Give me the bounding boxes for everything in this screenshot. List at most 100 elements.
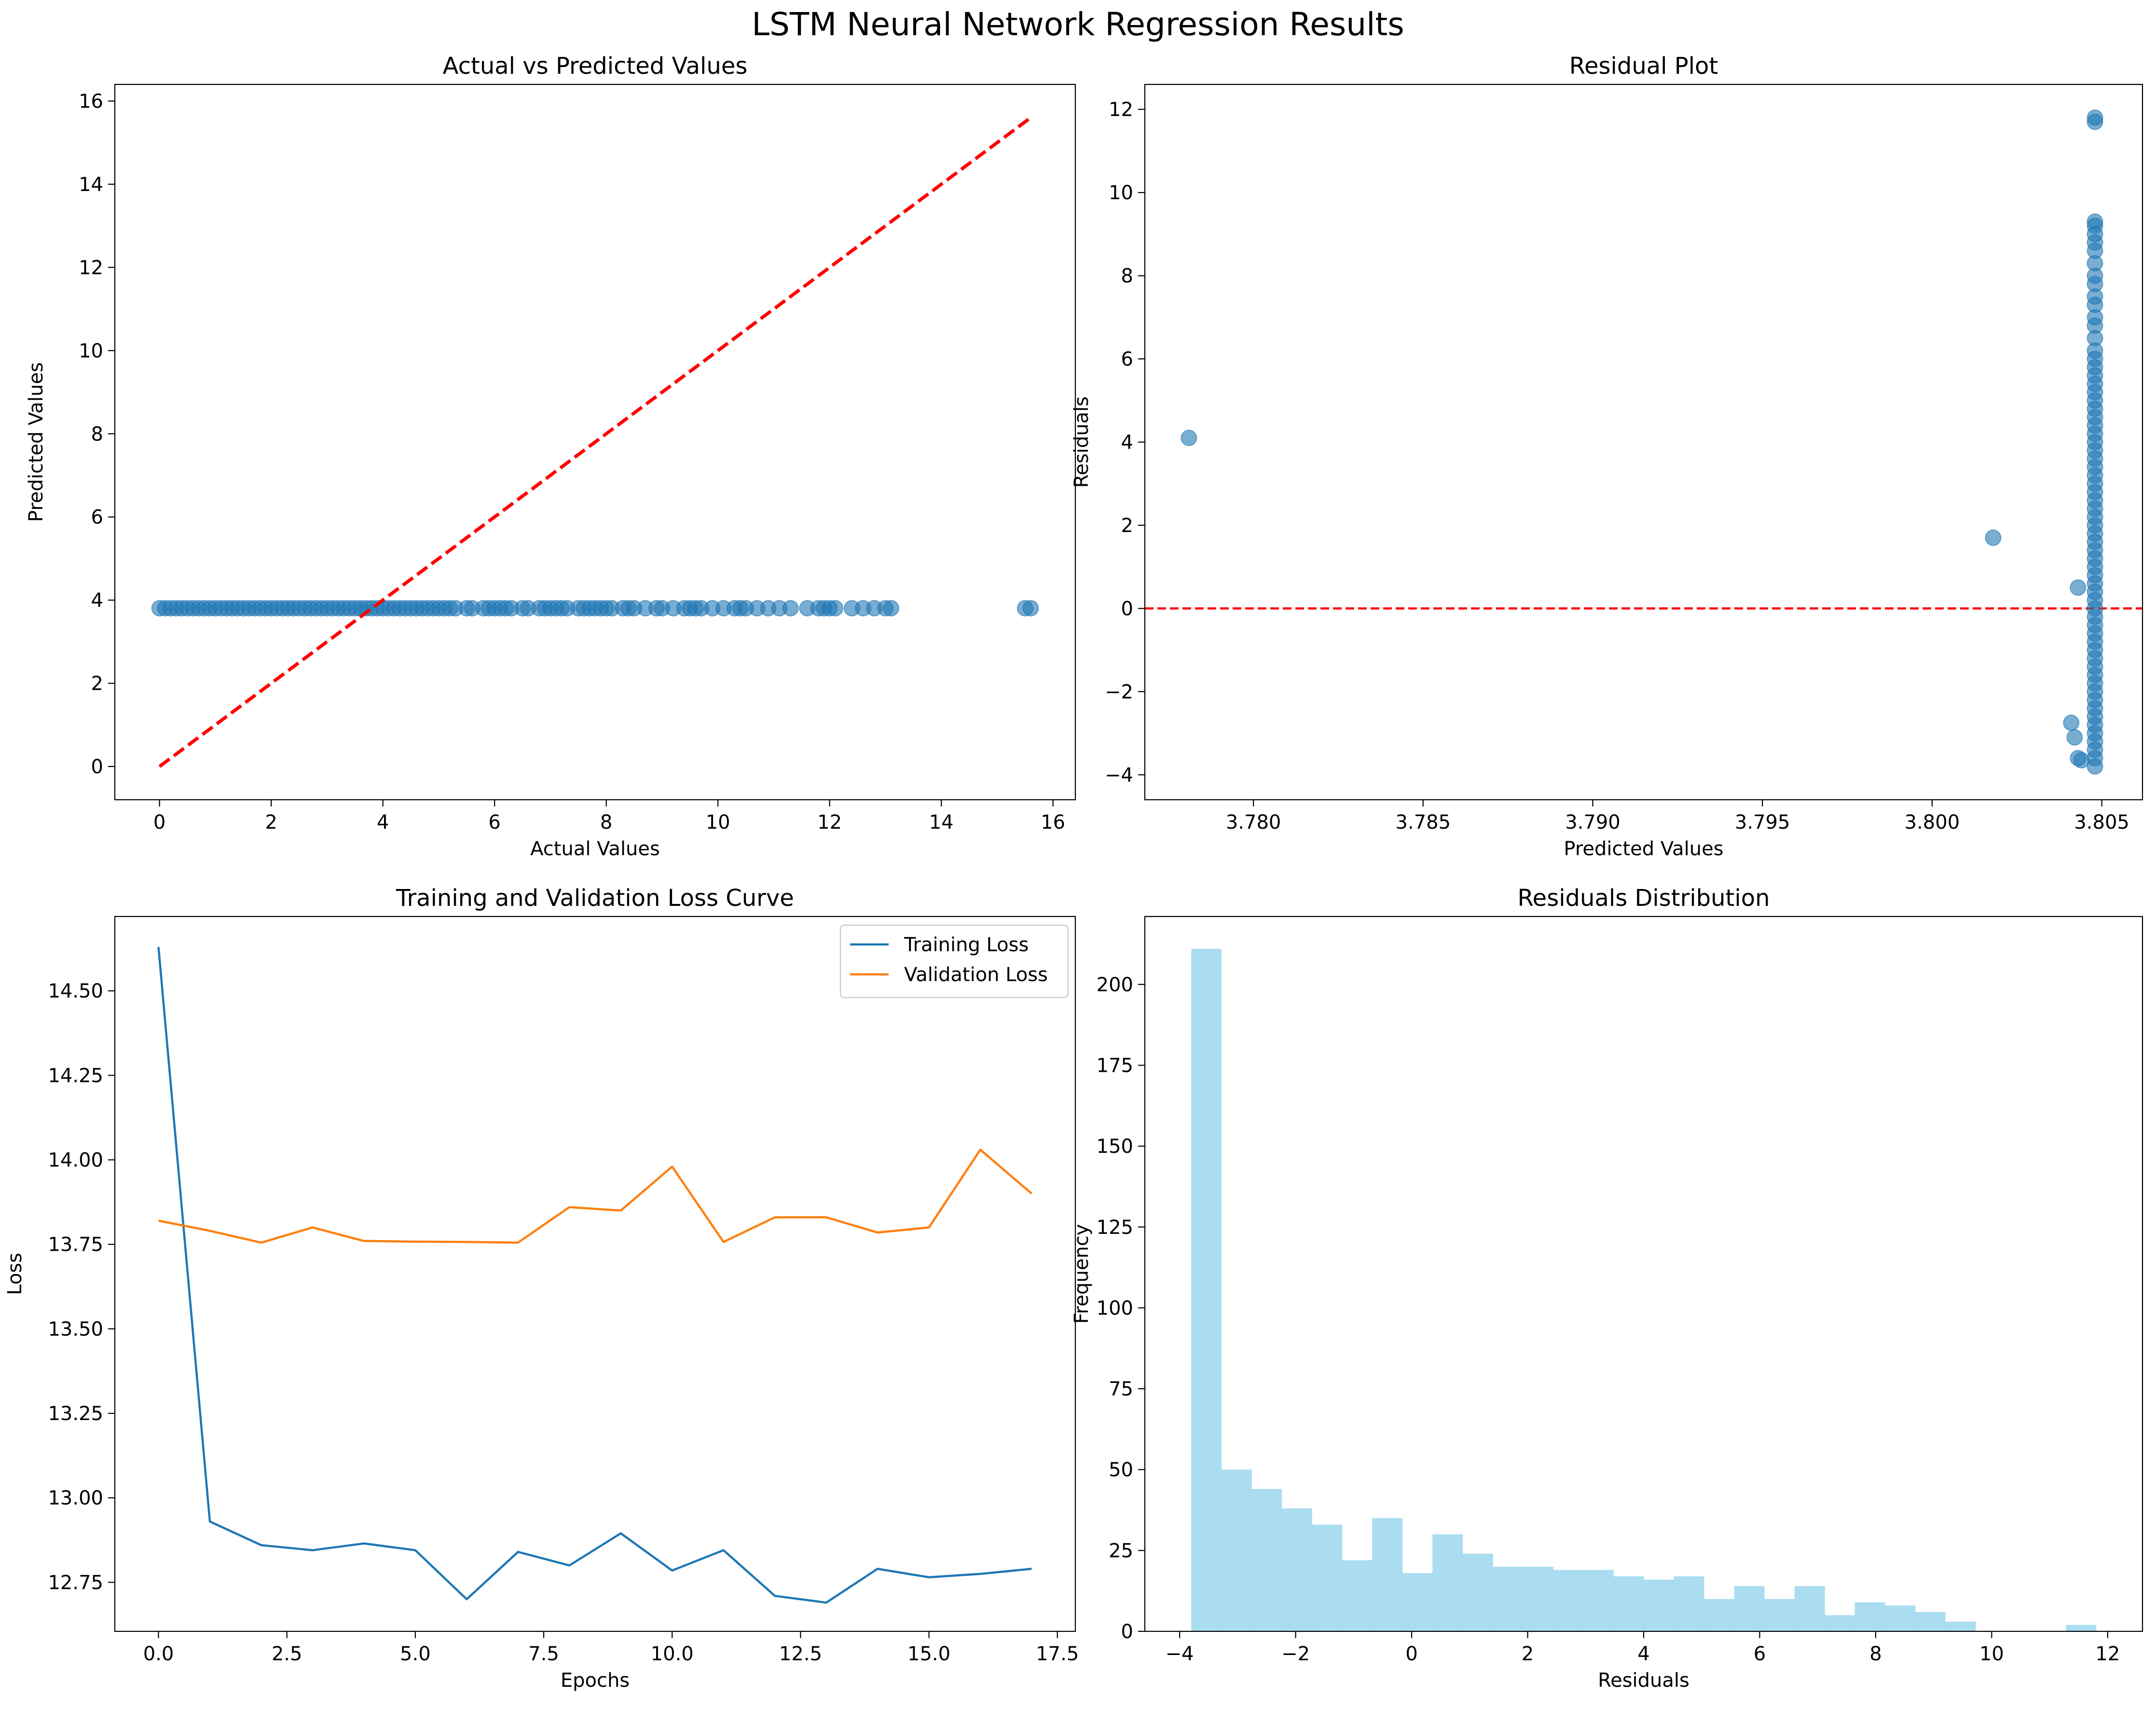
y-tick-label: 10 [79,340,103,362]
chart-title: Residual Plot [1569,53,1718,80]
x-axis-label: Epochs [561,1669,630,1692]
x-tick-label: 8 [1869,1643,1881,1665]
y-tick-label: 0 [1121,1621,1133,1643]
y-tick-label: 14.00 [48,1149,103,1172]
scatter-point [1985,529,2002,546]
x-tick-label: 14 [929,811,954,834]
y-tick-label: 8 [91,423,103,445]
x-tick-label: 3.785 [1396,811,1451,834]
x-tick-label: 2 [1522,1643,1534,1665]
histogram-bar [1854,1602,1885,1631]
y-tick-label: 13.25 [48,1403,103,1425]
x-tick-label: −2 [1281,1643,1310,1665]
histogram-bar [1825,1615,1855,1631]
x-tick-label: 6 [488,811,500,834]
y-tick-label: 14.25 [48,1065,103,1087]
y-tick-label: 0 [91,756,103,778]
x-tick-label: 3.780 [1226,811,1281,834]
scatter-point [782,600,799,616]
y-tick-label: 0 [1121,598,1133,620]
series-line-training [157,946,1032,1604]
histogram-bar [1221,1469,1252,1631]
axes-frame [114,916,1076,1632]
scatter-point [2087,213,2103,230]
y-tick-label: 6 [91,506,103,529]
y-axis-label: Frequency [1071,1224,1093,1324]
y-tick-label: 4 [1121,432,1133,454]
y-axis-label: Residuals [1071,396,1093,488]
legend: Training Loss Validation Loss [839,924,1069,998]
x-tick-label: 10.0 [651,1643,694,1665]
histogram-bar [1251,1489,1282,1631]
histogram-bar [1764,1599,1795,1631]
legend-label: Training Loss [904,934,1029,956]
y-tick-label: 2 [1121,515,1133,537]
x-tick-label: 5.0 [400,1643,431,1665]
y-tick-label: 12.75 [48,1572,103,1594]
x-tick-label: 16 [1041,811,1065,834]
y-tick-label: 8 [1121,265,1133,287]
x-tick-label: 10 [1979,1643,2004,1665]
x-tick-label: 3.790 [1565,811,1620,834]
histogram-bar [1583,1570,1614,1631]
chart-loss-curve: 0.0 2.5 5.0 7.5 10.0 12.5 15.0 17.5 12.75 13.00 13… [4,885,1079,1692]
x-tick-label: 8 [600,811,612,834]
x-axis-label: Actual Values [530,838,660,860]
scatter-point [1181,429,1197,446]
chart-actual-vs-predicted: 0 2 4 6 8 10 12 14 16 0 2 4 6 8 10 12 14 16 Actual vs Pred… [25,53,1076,860]
x-tick-label: 2.5 [272,1643,302,1665]
axes-frame [1144,83,2143,801]
figure-suptitle: LSTM Neural Network Regression Results [752,6,1404,43]
y-tick-label: 50 [1109,1459,1133,1481]
x-tick-label: 3.800 [1905,811,1960,834]
scatter-point [827,600,844,616]
histogram-bar [1734,1586,1765,1631]
y-tick-label: 25 [1109,1540,1133,1562]
scatter-point [2066,729,2083,746]
y-tick-label: 12 [79,257,103,279]
histogram-bar [2066,1625,2097,1631]
histogram-bar [1191,949,1222,1631]
x-tick-label: 3.795 [1735,811,1790,834]
histogram-bar [1644,1579,1675,1631]
y-tick-label: 2 [91,673,103,695]
legend-label: Validation Loss [904,964,1048,986]
x-tick-label: 12 [817,811,842,834]
scatter-point [883,600,900,616]
x-tick-label: 2 [265,811,277,834]
histogram-bar [1493,1566,1524,1631]
x-tick-label: 0 [153,811,165,834]
histogram-bar [1945,1621,1976,1631]
y-tick-label: 125 [1097,1217,1133,1239]
series-line-validation [158,1148,1032,1244]
histogram-bar [1402,1573,1433,1631]
y-tick-label: 14 [79,174,103,196]
histogram-bar [1915,1612,1946,1631]
x-tick-label: 12 [2095,1643,2120,1665]
y-tick-label: 6 [1121,348,1133,370]
chart-title: Actual vs Predicted Values [443,53,748,80]
histogram-bar [1342,1560,1373,1631]
scatter-point [2063,714,2080,731]
histogram-bar [1523,1566,1553,1631]
x-tick-label: −4 [1166,1643,1194,1665]
y-tick-label: 175 [1097,1054,1133,1077]
y-tick-label: 16 [79,90,103,112]
histogram-bar [1553,1570,1584,1631]
y-tick-label: −2 [1105,681,1133,703]
histogram-bar [1794,1586,1825,1631]
plot-area [1145,109,2142,775]
histogram-bar [1704,1599,1735,1631]
legend-box [839,924,1069,998]
y-tick-label: 75 [1109,1378,1133,1400]
histogram-bar [1432,1534,1463,1631]
x-axis-label: Residuals [1598,1669,1689,1692]
x-tick-label: 0.0 [143,1643,174,1665]
x-tick-label: 0 [1405,1643,1417,1665]
x-tick-label: 10 [706,811,730,834]
y-tick-label: 13.75 [48,1234,103,1256]
chart-residual-plot: 3.780 3.785 3.790 3.795 3.800 3.805 −4 −2 0 2 4 6 8 1… [1071,53,2143,860]
histogram-bar [1674,1576,1704,1631]
y-axis-label: Predicted Values [25,362,47,522]
